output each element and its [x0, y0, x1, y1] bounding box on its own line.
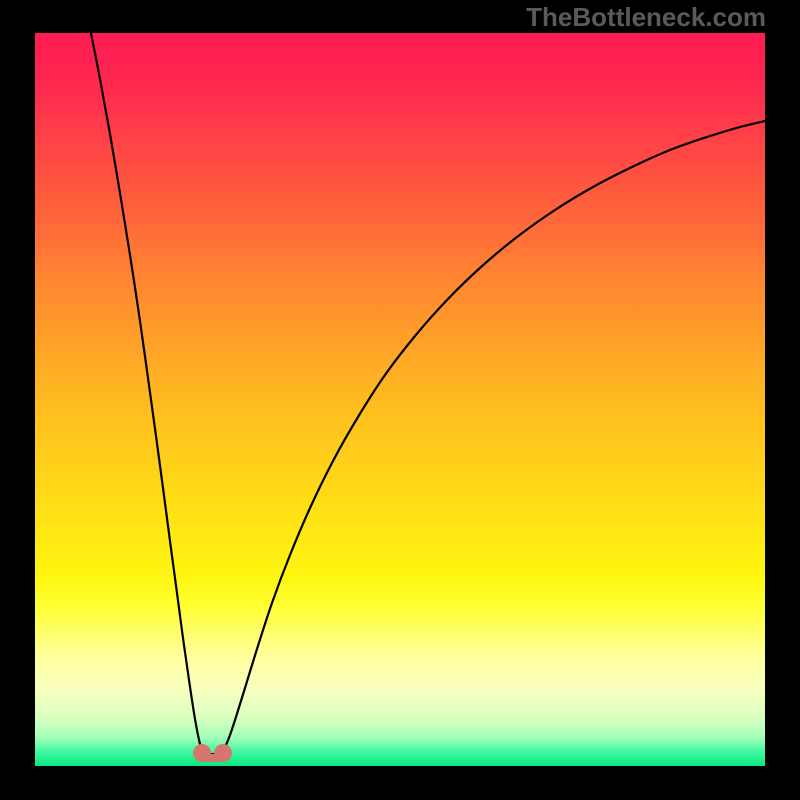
watermark-text: TheBottleneck.com [526, 2, 766, 33]
curve-layer [35, 33, 765, 766]
plot-area [35, 33, 765, 766]
bottom-marker [193, 744, 232, 762]
chart-stage: TheBottleneck.com [0, 0, 800, 800]
marker-bridge [202, 754, 223, 762]
bottleneck-curve [91, 33, 765, 754]
